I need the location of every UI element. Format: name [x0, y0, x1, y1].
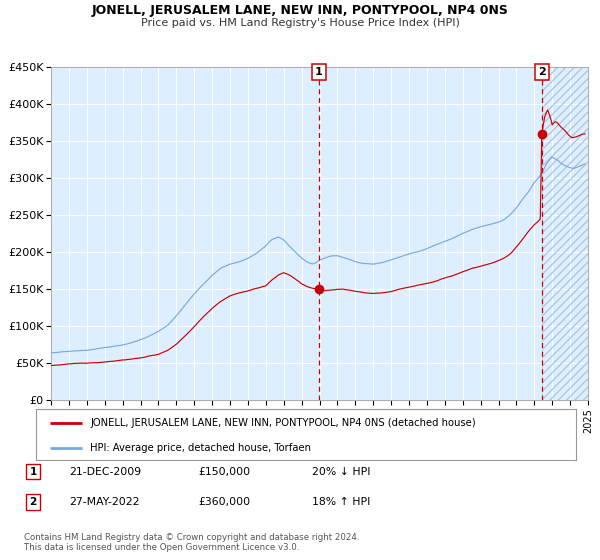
Text: HPI: Average price, detached house, Torfaen: HPI: Average price, detached house, Torf…: [90, 443, 311, 453]
Text: 1: 1: [29, 466, 37, 477]
Text: This data is licensed under the Open Government Licence v3.0.: This data is licensed under the Open Gov…: [24, 543, 299, 552]
Text: 20% ↓ HPI: 20% ↓ HPI: [312, 466, 371, 477]
Text: JONELL, JERUSALEM LANE, NEW INN, PONTYPOOL, NP4 0NS: JONELL, JERUSALEM LANE, NEW INN, PONTYPO…: [92, 4, 508, 17]
Text: £360,000: £360,000: [198, 497, 250, 507]
Text: 21-DEC-2009: 21-DEC-2009: [69, 466, 141, 477]
Text: 1: 1: [315, 67, 323, 77]
Text: 2: 2: [538, 67, 545, 77]
Text: 18% ↑ HPI: 18% ↑ HPI: [312, 497, 370, 507]
Bar: [542, 67, 588, 400]
Text: £150,000: £150,000: [198, 466, 250, 477]
Text: Price paid vs. HM Land Registry's House Price Index (HPI): Price paid vs. HM Land Registry's House …: [140, 18, 460, 29]
Text: JONELL, JERUSALEM LANE, NEW INN, PONTYPOOL, NP4 0NS (detached house): JONELL, JERUSALEM LANE, NEW INN, PONTYPO…: [90, 418, 476, 428]
Text: Contains HM Land Registry data © Crown copyright and database right 2024.: Contains HM Land Registry data © Crown c…: [24, 533, 359, 542]
Text: 2: 2: [29, 497, 37, 507]
Text: 27-MAY-2022: 27-MAY-2022: [69, 497, 139, 507]
Bar: [542, 67, 588, 400]
